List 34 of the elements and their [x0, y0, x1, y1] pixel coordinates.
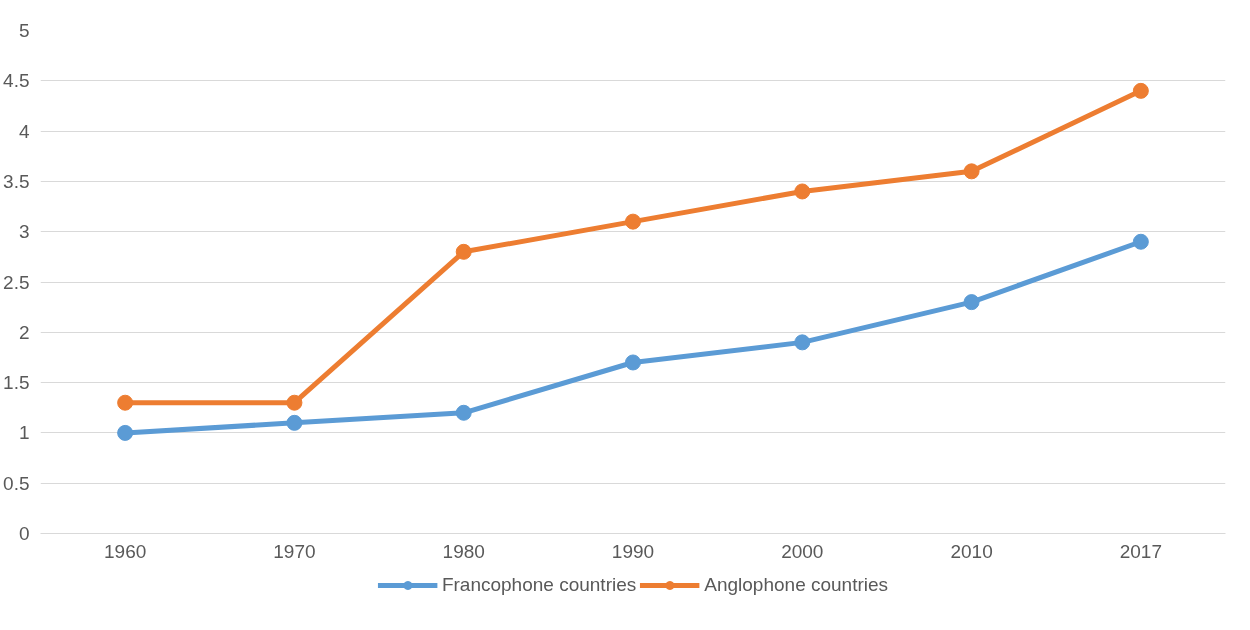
legend-label: Anglophone countries: [704, 574, 889, 596]
point: [625, 354, 641, 371]
point: [1132, 233, 1149, 250]
y-tick-label: 0: [18, 523, 30, 544]
point: [286, 414, 303, 431]
x-tick-label: 1990: [611, 540, 655, 562]
y-tick-label: 4.5: [3, 70, 30, 92]
x-tick-label: 1970: [273, 540, 316, 562]
x-tick-label: 1960: [104, 540, 147, 562]
y-tick-label: 0.5: [3, 472, 30, 494]
point: [963, 163, 980, 180]
point: [455, 243, 472, 260]
y-tick-label: 4: [18, 120, 30, 142]
point: [455, 404, 472, 421]
point: [1132, 82, 1149, 99]
point: [963, 294, 980, 311]
point: [625, 213, 641, 230]
point: [286, 394, 303, 411]
point: [117, 394, 134, 411]
point: [794, 334, 811, 351]
legend-label: Francophone countries: [441, 574, 637, 596]
y-tick-label: 1.5: [3, 372, 30, 394]
y-tick-label: 2.5: [3, 271, 30, 293]
x-tick-label: 2017: [1119, 540, 1162, 562]
y-tick-label: 3.5: [3, 170, 30, 192]
point: [794, 183, 811, 200]
y-tick-label: 1: [18, 422, 30, 444]
x-tick-label: 2000: [781, 540, 824, 562]
y-tick-label: 5: [18, 20, 30, 41]
point: [117, 424, 134, 441]
x-tick-label: 1980: [442, 540, 485, 562]
y-tick-label: 3: [18, 221, 30, 243]
x-tick-label: 2010: [950, 540, 993, 562]
y-tick-label: 2: [18, 321, 30, 343]
